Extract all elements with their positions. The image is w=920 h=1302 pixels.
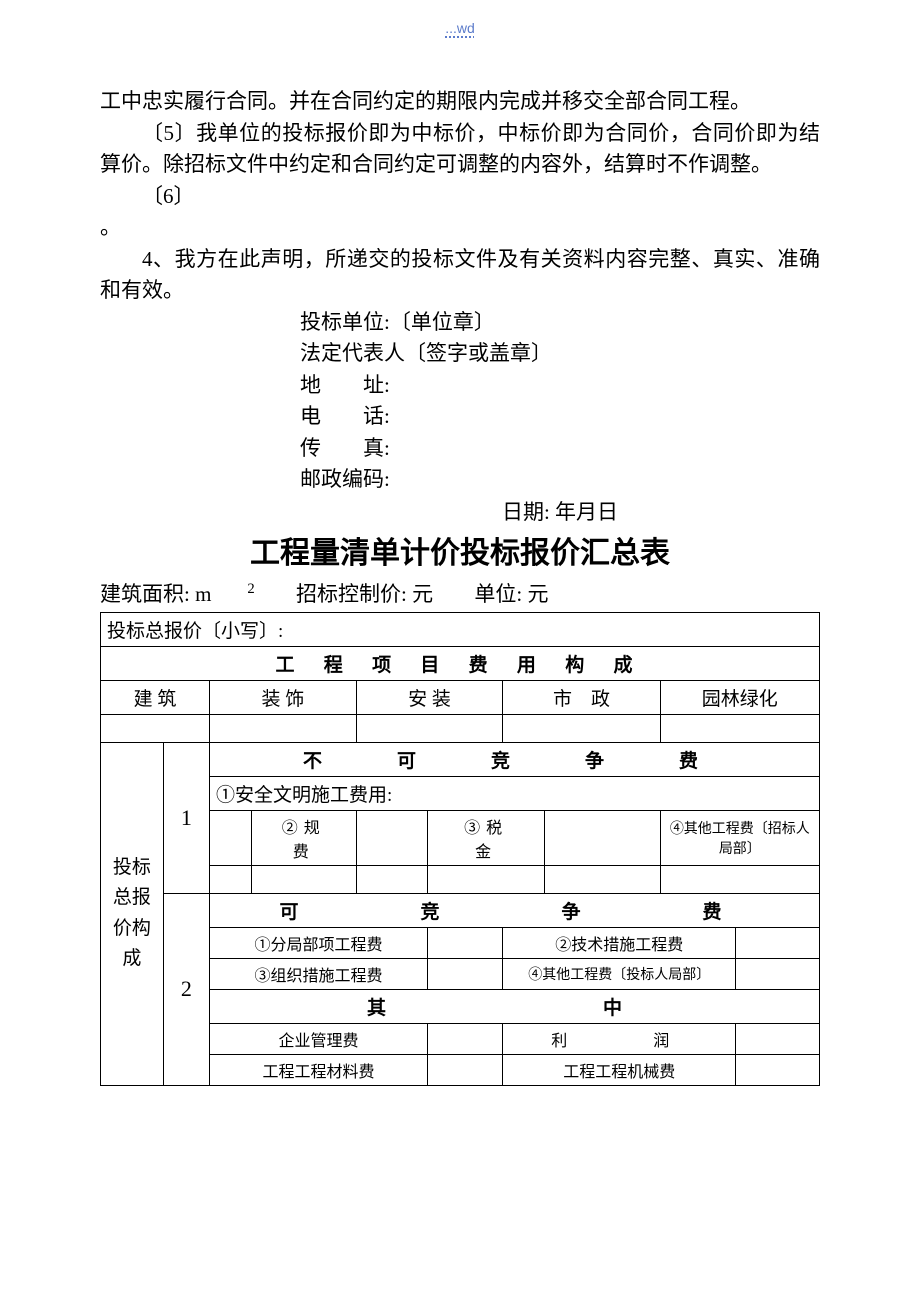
paragraph-1: 工中忠实履行合同。并在合同约定的期限内完成并移交全部合同工程。 — [100, 86, 820, 118]
paragraph-2: 〔5〕我单位的投标报价即为中标价，中标价即为合同价，合同价即为结算价。除招标文件… — [100, 118, 820, 181]
g2-r3a: 企业管理费 — [209, 1023, 427, 1054]
g2-r4a: 工程工程材料费 — [209, 1054, 427, 1085]
g2-r2b: ④其他工程费〔投标人局部〕 — [503, 958, 736, 989]
signature-block: 投标单位:〔单位章〕 法定代表人〔签字或盖章〕 地 址: 电 话: 传 真: 邮… — [300, 307, 820, 496]
table-row: 工 程 项 目 费 用 构 成 — [101, 646, 820, 680]
table-row: 2 可 竞 争 费 — [101, 893, 820, 927]
body-text: 工中忠实履行合同。并在合同约定的期限内完成并移交全部合同工程。 〔5〕我单位的投… — [100, 86, 820, 307]
meta-ctrl: 招标控制价: 元 — [296, 582, 433, 606]
paragraph-3: 〔6〕 — [100, 181, 820, 213]
cat-garden: 园林绿化 — [660, 680, 819, 714]
table-row — [101, 714, 820, 742]
group2-num: 2 — [163, 893, 209, 1085]
sig-phone: 电 话: — [300, 401, 820, 433]
left-label: 投标总报价构成 — [101, 742, 164, 1085]
document-page: ...wd 工中忠实履行合同。并在合同约定的期限内完成并移交全部合同工程。 〔5… — [0, 0, 920, 1126]
table-row: 建 筑 装 饰 安 装 市 政 园林绿化 — [101, 680, 820, 714]
cat-arch: 建 筑 — [101, 680, 210, 714]
paragraph-3b: 。 — [100, 212, 820, 244]
group1-title: 不 可 竞 争 费 — [209, 742, 819, 776]
g1-fee4: ④其他工程费〔招标人局部〕 — [660, 810, 819, 865]
sig-date: 日期: 年月日 — [300, 496, 820, 526]
table-row: 投标总报价构成 1 不 可 竞 争 费 — [101, 742, 820, 776]
meta-row: 建筑面积: m2 招标控制价: 元 单位: 元 — [100, 578, 820, 608]
g1-fee3: ③税 金 — [427, 810, 544, 865]
sig-zip: 邮政编码: — [300, 464, 820, 496]
g2-r1b: ②技术措施工程费 — [503, 927, 736, 958]
section-header: 工 程 项 目 费 用 构 成 — [101, 646, 820, 680]
g2-r1a: ①分局部项工程费 — [209, 927, 427, 958]
cat-muni: 市 政 — [503, 680, 660, 714]
g2-r2a: ③组织措施工程费 — [209, 958, 427, 989]
cat-install: 安 装 — [356, 680, 503, 714]
meta-unit: 单位: 元 — [474, 582, 548, 606]
summary-table: 投标总报价〔小写〕: 工 程 项 目 费 用 构 成 建 筑 装 饰 安 装 市… — [100, 612, 820, 1086]
sig-rep: 法定代表人〔签字或盖章〕 — [300, 338, 820, 370]
sig-unit: 投标单位:〔单位章〕 — [300, 307, 820, 339]
paragraph-4: 4、我方在此声明，所递交的投标文件及有关资料内容完整、真实、准确和有效。 — [100, 244, 820, 307]
sig-fax: 传 真: — [300, 433, 820, 465]
g2-r4b: 工程工程机械费 — [503, 1054, 736, 1085]
g2-mid: 其 中 — [209, 989, 819, 1023]
table-title: 工程量清单计价投标报价汇总表 — [100, 528, 820, 572]
cat-deco: 装 饰 — [209, 680, 356, 714]
group2-title: 可 竞 争 费 — [209, 893, 819, 927]
header-link: ...wd — [100, 20, 820, 36]
g1-row1: ①安全文明施工费用: — [209, 776, 819, 810]
meta-area: 建筑面积: m2 — [100, 582, 255, 606]
g1-fee2: ②规 费 — [251, 810, 356, 865]
table-row: 投标总报价〔小写〕: — [101, 612, 820, 646]
g2-r3b: 利 润 — [503, 1023, 736, 1054]
sig-addr: 地 址: — [300, 370, 820, 402]
total-bid-cell: 投标总报价〔小写〕: — [101, 612, 820, 646]
group1-num: 1 — [163, 742, 209, 893]
